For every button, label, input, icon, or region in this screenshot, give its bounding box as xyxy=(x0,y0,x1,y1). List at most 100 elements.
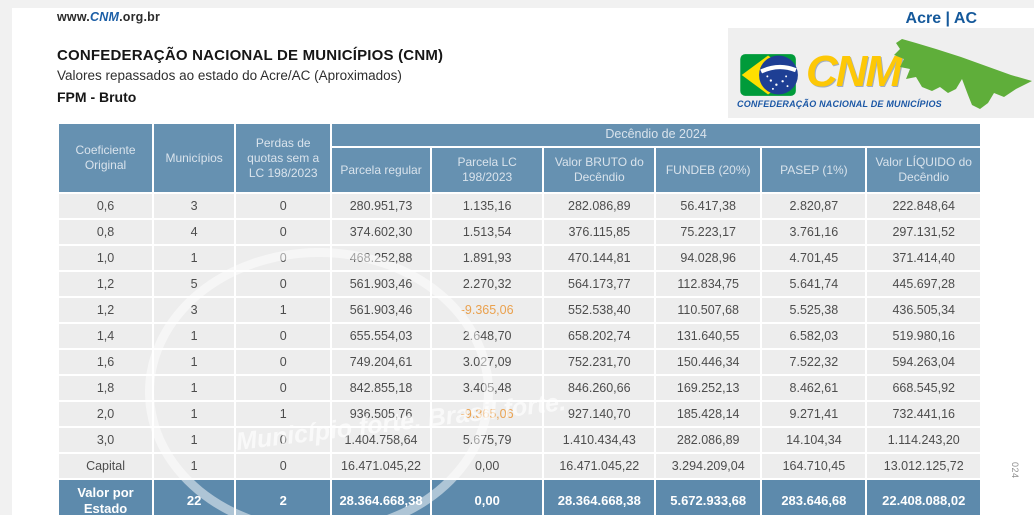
table-cell: 3.294.209,04 xyxy=(654,452,763,480)
table-row: 2,0 1 1 936.505,76 -9.365,06 927.140,70 185.42… xyxy=(56,400,982,428)
table-cell: 0 xyxy=(234,244,333,272)
url-suffix: .org.br xyxy=(119,10,161,24)
table-cell: 0,00 xyxy=(429,452,545,480)
total-cell: 283.646,68 xyxy=(760,478,868,515)
column-header: Valor BRUTO do Decêndio xyxy=(542,146,657,194)
table-cell: 1 xyxy=(152,452,237,480)
table-cell: 374.602,30 xyxy=(330,218,432,246)
table-cell: 561.903,46 xyxy=(330,270,432,298)
table-header: Coeficiente Original Municípios Perdas de … xyxy=(56,122,982,194)
table-cell: 1 xyxy=(234,400,333,428)
table-cell: 3 xyxy=(152,296,237,324)
table-cell: 3,0 xyxy=(56,426,155,454)
table-cell: 94.028,96 xyxy=(654,244,763,272)
table-cell: 9.271,41 xyxy=(760,400,868,428)
state-badge: Acre | AC xyxy=(905,10,977,27)
table-cell: 2.820,87 xyxy=(760,192,868,220)
page-subtitle: Valores repassados ao estado do Acre/AC … xyxy=(57,68,402,83)
table-row: 0,6 3 0 280.951,73 1.135,16 282.086,89 56.417,… xyxy=(56,192,982,220)
table-cell: 1,8 xyxy=(56,374,155,402)
table-cell: 0 xyxy=(234,322,333,350)
table-cell: 0,6 xyxy=(56,192,155,220)
table-cell: 1 xyxy=(152,348,237,376)
table-cell: 0 xyxy=(234,348,333,376)
table-cell: 222.848,64 xyxy=(865,192,982,220)
table-cell: 0 xyxy=(234,218,333,246)
table-cell: 5.525,38 xyxy=(760,296,868,324)
table-cell: 16.471.045,22 xyxy=(542,452,657,480)
table-cell: Capital xyxy=(56,452,155,480)
side-note-rotated: 024 xyxy=(1010,462,1020,479)
table-cell: 376.115,85 xyxy=(542,218,657,246)
table-cell: 6.582,03 xyxy=(760,322,868,350)
table-cell: 1,6 xyxy=(56,348,155,376)
table-cell: 1.410.434,43 xyxy=(542,426,657,454)
table-row: 1,4 1 0 655.554,03 2.648,70 658.202,74 131.640… xyxy=(56,322,982,350)
total-cell: 28.364.668,38 xyxy=(330,478,432,515)
table-cell: 1 xyxy=(152,374,237,402)
column-header: Coeficiente Original xyxy=(56,122,155,194)
table-cell: 110.507,68 xyxy=(654,296,763,324)
table-cell: 8.462,61 xyxy=(760,374,868,402)
column-header: Municípios xyxy=(152,122,237,194)
table-cell: 655.554,03 xyxy=(330,322,432,350)
table-cell: 3 xyxy=(152,192,237,220)
table-cell: 658.202,74 xyxy=(542,322,657,350)
table-cell: 936.505,76 xyxy=(330,400,432,428)
url-prefix: www. xyxy=(57,10,90,24)
table-row: 1,6 1 0 749.204,61 3.027,09 752.231,70 150.446… xyxy=(56,348,982,376)
table-cell: 594.263,04 xyxy=(865,348,982,376)
table-cell: 3.405,48 xyxy=(429,374,545,402)
table-cell: 2.270,32 xyxy=(429,270,545,298)
table-cell: 169.252,13 xyxy=(654,374,763,402)
table-row: 0,8 4 0 374.602,30 1.513,54 376.115,85 75.223,… xyxy=(56,218,982,246)
table-cell: 470.144,81 xyxy=(542,244,657,272)
table-row: 1,0 1 0 468.252,88 1.891,93 470.144,81 94.028,… xyxy=(56,244,982,272)
table-cell: 297.131,52 xyxy=(865,218,982,246)
table-cell: 14.104,34 xyxy=(760,426,868,454)
table-cell: 5.675,79 xyxy=(429,426,545,454)
cnm-logo-wordmark: CNM xyxy=(806,47,902,96)
table-cell: 519.980,16 xyxy=(865,322,982,350)
table-cell: 445.697,28 xyxy=(865,270,982,298)
table-cell: 75.223,17 xyxy=(654,218,763,246)
table-cell: 468.252,88 xyxy=(330,244,432,272)
table-cell: 4 xyxy=(152,218,237,246)
table-row: 1,8 1 0 842.855,18 3.405,48 846.260,66 169.252… xyxy=(56,374,982,402)
page-margin-left xyxy=(0,0,12,515)
table-cell: 371.414,40 xyxy=(865,244,982,272)
table-cell: 842.855,18 xyxy=(330,374,432,402)
table-cell: 56.417,38 xyxy=(654,192,763,220)
table-cell: 1 xyxy=(152,322,237,350)
group-column-header: Decêndio de 2024 xyxy=(330,122,982,148)
column-header: Valor LÍQUIDO do Decêndio xyxy=(865,146,982,194)
table-cell: 1,2 xyxy=(56,296,155,324)
table-cell: 7.522,32 xyxy=(760,348,868,376)
table-row: 1,2 5 0 561.903,46 2.270,32 564.173,77 112.834… xyxy=(56,270,982,298)
table-cell: 732.441,16 xyxy=(865,400,982,428)
table-cell: 282.086,89 xyxy=(542,192,657,220)
table-row: 1,2 3 1 561.903,46 -9.365,06 552.538,40 110.50… xyxy=(56,296,982,324)
table-cell: 131.640,55 xyxy=(654,322,763,350)
table-cell: 2.648,70 xyxy=(429,322,545,350)
total-cell: 2 xyxy=(234,478,333,515)
table-cell: 668.545,92 xyxy=(865,374,982,402)
table-cell: 552.538,40 xyxy=(542,296,657,324)
table-cell: 282.086,89 xyxy=(654,426,763,454)
column-header: Parcela LC 198/2023 xyxy=(429,146,545,194)
table-cell: 1.135,16 xyxy=(429,192,545,220)
table-cell: 185.428,14 xyxy=(654,400,763,428)
total-cell: 5.672.933,68 xyxy=(654,478,763,515)
fpm-table: Coeficiente Original Municípios Perdas de … xyxy=(56,122,982,515)
url-brand: CNM xyxy=(89,10,120,24)
table-cell: 564.173,77 xyxy=(542,270,657,298)
table-cell: 1 xyxy=(152,244,237,272)
table-cell: 1,4 xyxy=(56,322,155,350)
table-cell: 0 xyxy=(234,192,333,220)
table-cell: 164.710,45 xyxy=(760,452,868,480)
page-margin-top xyxy=(0,0,1034,8)
table-cell: 13.012.125,72 xyxy=(865,452,982,480)
total-cell: Valor por Estado xyxy=(56,478,155,515)
table-cell: -9.365,06 xyxy=(429,400,545,428)
